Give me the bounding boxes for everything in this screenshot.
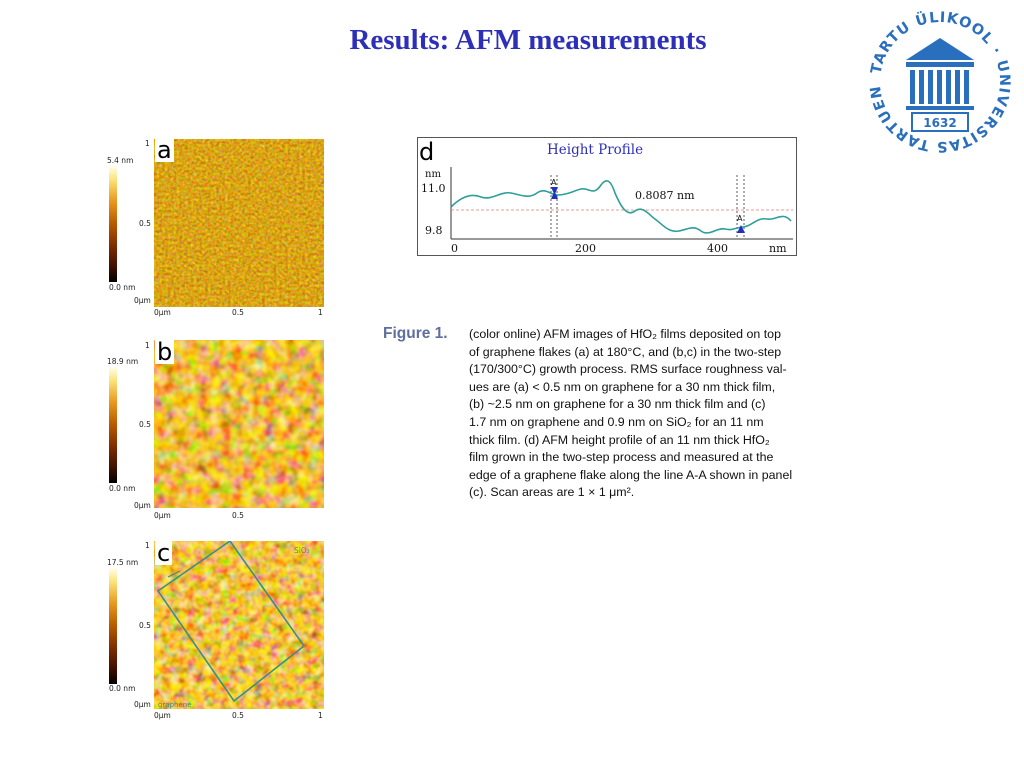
slide-title: Results: AFM measurements [349, 24, 707, 56]
y-tick-mid: 0.5 [139, 219, 151, 228]
x-tick-end: 1 [318, 711, 323, 720]
height-profile-panel: d Height Profile nm 11.0 9.8 A A 0.8087 … [417, 137, 797, 256]
colorbar-max-label: 17.5 nm [107, 558, 139, 567]
x-tick-400: 400 [707, 242, 728, 255]
line-a-a [167, 570, 181, 578]
caption-line: edge of a graphene flake along the line … [469, 467, 793, 482]
colorbar-b [109, 367, 117, 483]
y-tick-mid: 0.5 [139, 420, 151, 429]
sio2-label: SiO₂ [294, 546, 310, 555]
profile-curve [450, 180, 792, 234]
figure-label: Figure 1. [383, 325, 448, 342]
y-unit: nm [425, 169, 441, 180]
y-tick-top: 1 [145, 341, 150, 350]
marker-left-label: A [551, 178, 557, 187]
marker-right-up [737, 225, 745, 233]
y-tick-zero: 0μm [134, 700, 151, 709]
caption-line: thick film. (d) AFM height profile of an… [469, 432, 770, 447]
colorbar-max-label: 18.9 nm [107, 357, 139, 366]
x-tick-200: 200 [575, 242, 596, 255]
colorbar-min-label: 0.0 nm [109, 684, 136, 693]
x-tick-end: 1 [318, 308, 323, 317]
caption-text: (color online) AFM images of HfO₂ films … [469, 326, 837, 502]
x-tick-0: 0μm [154, 511, 171, 520]
x-unit: nm [769, 242, 787, 255]
x-tick-0: 0μm [154, 308, 171, 317]
afm-image-a [154, 139, 324, 307]
y-tick-top: 1 [145, 139, 150, 148]
caption-line: ues are (a) < 0.5 nm on graphene for a 3… [469, 379, 776, 394]
x-tick-mid: 0.5 [232, 511, 244, 520]
afm-image-b [154, 340, 324, 508]
panel-letter-a: a [155, 136, 174, 164]
x-tick-mid: 0.5 [232, 711, 244, 720]
panel-letter-d: d [419, 138, 434, 166]
caption-line: (b) ~2.5 nm on graphene for a 30 nm thic… [469, 397, 766, 412]
y-tick-11: 11.0 [421, 182, 446, 195]
colorbar-min-label: 0.0 nm [109, 283, 136, 292]
x-tick-0: 0μm [154, 711, 171, 720]
y-tick-9.8: 9.8 [425, 224, 443, 237]
marker-left-up [551, 191, 558, 199]
caption-line: (c). Scan areas are 1 × 1 μm². [469, 485, 635, 500]
flake-outline [156, 541, 306, 703]
caption-line: film grown in the two-step process and m… [469, 450, 774, 465]
caption-line: 1.7 nm on graphene and 0.9 nm on SiO₂ fo… [469, 414, 764, 429]
x-tick-0: 0 [451, 242, 458, 255]
afm-image-c: SiO₂ graphene [154, 541, 324, 709]
y-tick-top: 1 [145, 541, 150, 550]
caption-line: of graphene flakes (a) at 180°C, and (b,… [469, 344, 782, 359]
colorbar-max-label: 5.4 nm [107, 156, 134, 165]
logo-year: 1632 [923, 116, 956, 130]
panel-letter-b: b [155, 338, 175, 366]
caption-line: (color online) AFM images of HfO₂ films … [469, 327, 781, 341]
y-tick-zero: 0μm [134, 296, 151, 305]
profile-annotation: 0.8087 nm [635, 189, 695, 202]
y-tick-zero: 0μm [134, 501, 151, 510]
university-logo: TARTU ÜLIKOOL · UNIVERSITAS TARTUENSIS 1… [866, 8, 1011, 154]
profile-title: Height Profile [547, 142, 643, 158]
y-tick-mid: 0.5 [139, 621, 151, 630]
x-tick-mid: 0.5 [232, 308, 244, 317]
colorbar-min-label: 0.0 nm [109, 484, 136, 493]
colorbar-a [109, 166, 117, 282]
graphene-label: graphene [158, 701, 192, 709]
panel-letter-c: c [155, 539, 173, 567]
marker-right-label: A [737, 214, 743, 223]
caption-line: (170/300°C) growth process. RMS surface … [469, 362, 787, 377]
colorbar-c [109, 568, 117, 684]
